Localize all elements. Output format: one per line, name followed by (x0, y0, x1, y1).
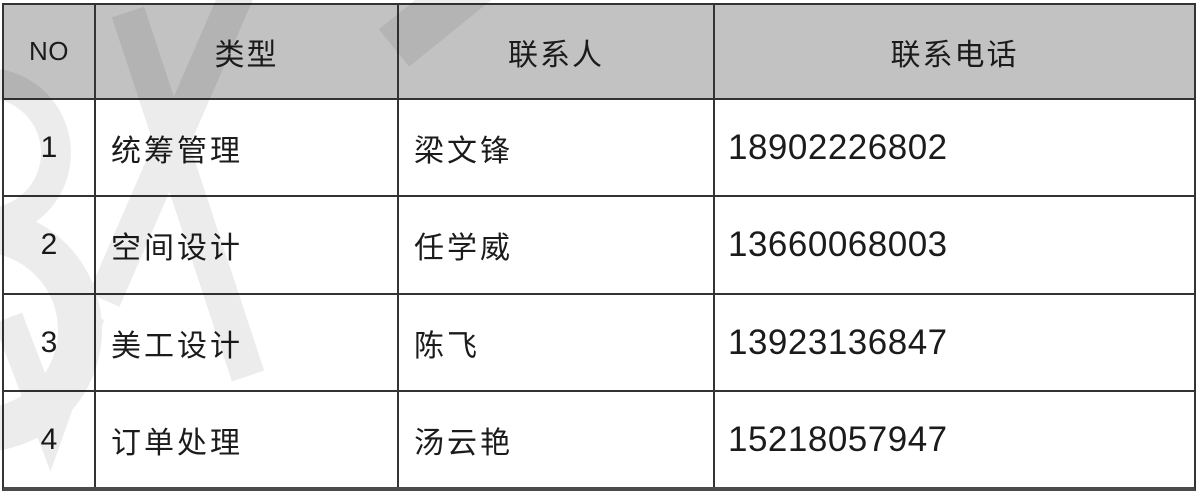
cell-phone: 18902226802 (728, 127, 948, 167)
contact-table: NO 类型 联系人 联系电话 1 统筹管理 梁文锋 18902226802 2 … (2, 3, 1196, 491)
cell-type: 订单处理 (96, 392, 399, 487)
cell-type: 空间设计 (96, 197, 399, 293)
header-cell-contact: 联系人 (399, 5, 715, 98)
cell-contact: 陈飞 (399, 295, 715, 390)
header-cell-type: 类型 (96, 5, 399, 98)
header-cell-no: NO (4, 5, 96, 98)
header-cell-phone: 联系电话 (890, 38, 1019, 72)
cell-no: 4 (4, 392, 96, 487)
table-row: 3 美工设计 陈飞 13923136847 (4, 295, 1194, 392)
cell-type: 统筹管理 (96, 100, 399, 195)
cell-phone: 13923136847 (728, 322, 948, 362)
cell-no: 3 (4, 295, 96, 390)
table-row: 4 订单处理 汤云艳 15218057947 (4, 392, 1194, 487)
table-header-row: NO 类型 联系人 联系电话 (4, 5, 1194, 100)
cell-type: 美工设计 (96, 295, 399, 390)
cell-contact: 汤云艳 (399, 392, 715, 487)
cell-contact: 任学威 (399, 197, 715, 293)
cell-phone: 13660068003 (728, 225, 948, 264)
table-row: 2 空间设计 任学威 13660068003 (4, 197, 1194, 295)
cell-contact: 梁文锋 (399, 100, 715, 195)
cell-phone: 15218057947 (728, 419, 948, 459)
table-row: 1 统筹管理 梁文锋 18902226802 (4, 100, 1194, 197)
cell-no: 1 (4, 100, 96, 195)
cell-no: 2 (4, 197, 96, 293)
